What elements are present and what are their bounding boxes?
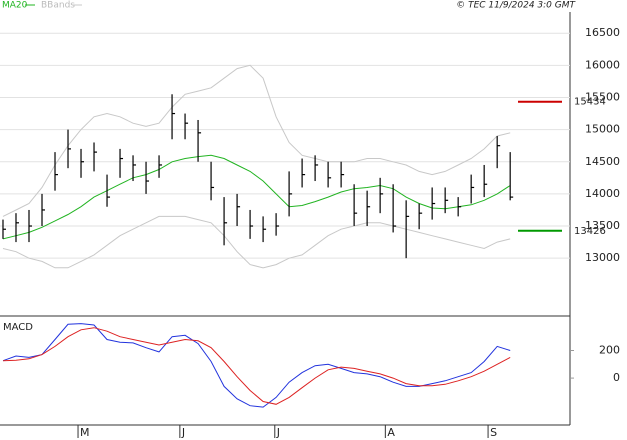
- level-label: 15434: [574, 97, 606, 108]
- legend-ma20: MA20: [2, 1, 28, 11]
- y-tick-label: 15000: [585, 123, 620, 136]
- x-tick-label: J: [181, 426, 185, 439]
- bband-line: [2, 64, 511, 217]
- y-tick-label: 16500: [585, 26, 620, 39]
- legend-bbands: BBands: [41, 1, 75, 11]
- y-tick-label: 13500: [585, 219, 620, 232]
- ma20-line: [2, 154, 511, 240]
- y-tick-label: 16000: [585, 58, 620, 71]
- x-tick-label: S: [490, 426, 497, 439]
- y-tick-label: 14000: [585, 187, 620, 200]
- y-tick-label: 13000: [585, 251, 620, 264]
- x-tick-label: A: [387, 426, 395, 439]
- x-tick-label: J: [276, 426, 280, 439]
- bband-line: [2, 215, 511, 269]
- legend: MA20 BBands: [2, 1, 82, 11]
- y-tick-label: 14500: [585, 155, 620, 168]
- macd-line: [2, 323, 511, 408]
- macd-line: [2, 327, 511, 405]
- y-tick-label: 15500: [585, 90, 620, 103]
- macd-title: MACD: [3, 322, 33, 333]
- y-tick-label: 200: [599, 343, 620, 356]
- copyright: © TEC 11/9/2024 3:0 GMT: [456, 1, 576, 11]
- y-tick-label: 0: [613, 371, 620, 384]
- level-label: 13426: [574, 226, 606, 237]
- x-tick-label: M: [80, 426, 90, 439]
